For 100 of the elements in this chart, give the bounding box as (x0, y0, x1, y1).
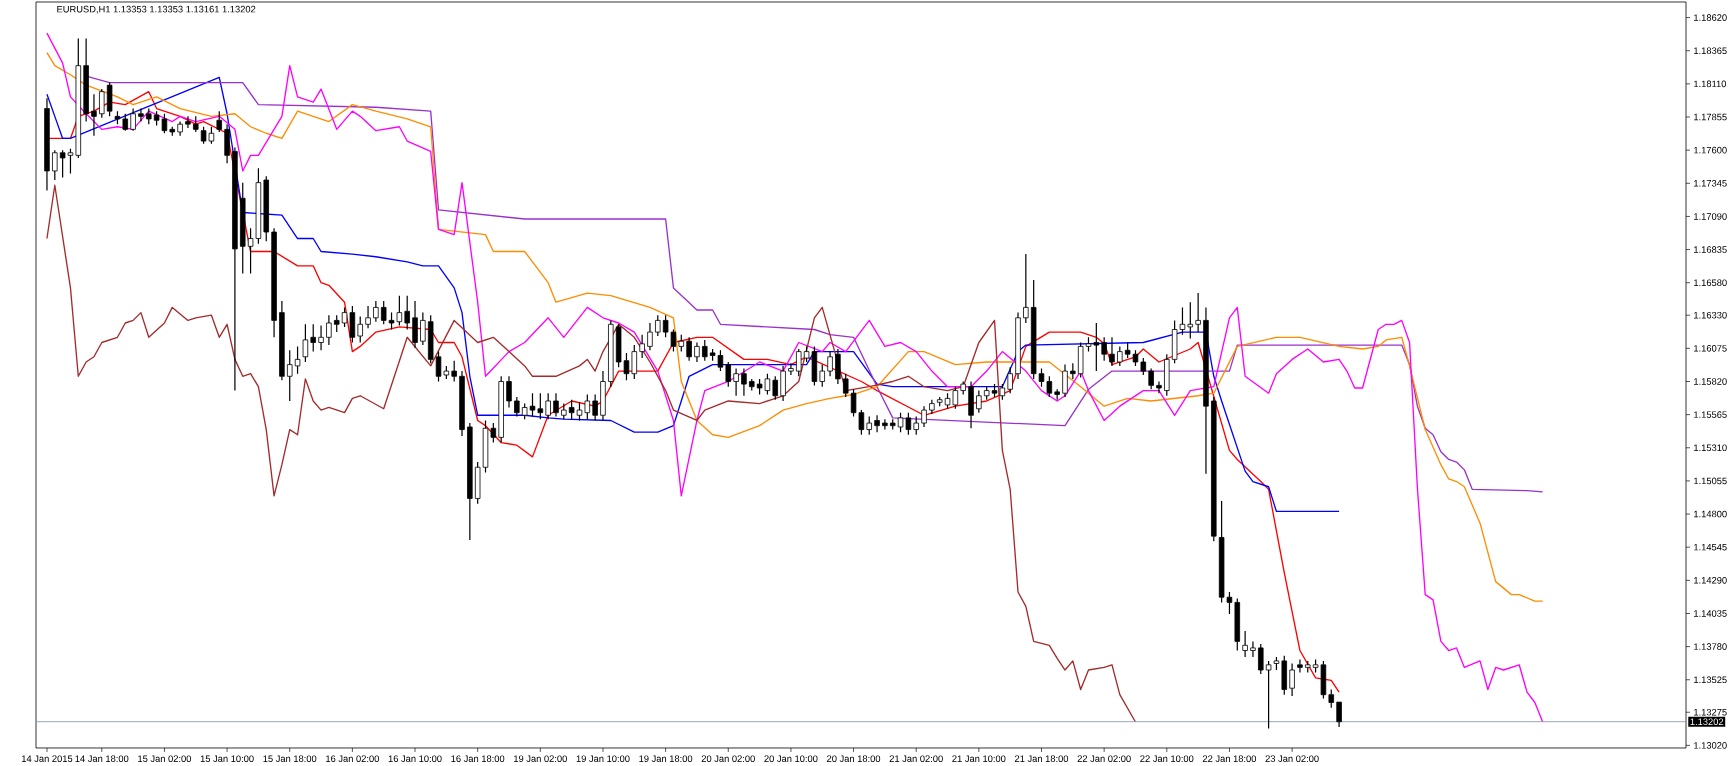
candlestick (1281, 655, 1288, 696)
candlestick (412, 300, 418, 349)
candlestick (1242, 630, 1248, 658)
x-tick-label: 22 Jan 10:00 (1140, 755, 1194, 762)
x-tick-label: 20 Jan 18:00 (827, 755, 881, 762)
x-tick-label: 14 Jan 2015 (21, 755, 73, 762)
y-tick-label: 1.15820 (1694, 378, 1727, 385)
x-tick-label: 21 Jan 10:00 (952, 755, 1006, 762)
candlestick (1117, 345, 1123, 367)
candlestick (224, 123, 230, 164)
candlestick (976, 389, 982, 414)
candlestick (302, 323, 309, 363)
y-tick-label: 1.13020 (1694, 742, 1727, 749)
line-series (46, 32, 1544, 723)
y-tick-label: 1.16330 (1694, 311, 1727, 319)
candlestick (788, 362, 794, 376)
candlestick (420, 312, 426, 346)
ref-line-label: 1.13202 (1690, 718, 1724, 726)
candlestick (921, 405, 927, 428)
candlestick (506, 375, 512, 409)
candlestick (741, 367, 747, 397)
y-tick-label: 1.17345 (1694, 180, 1727, 187)
candlestick (193, 115, 199, 133)
candlestick (271, 227, 277, 338)
y-tick-label: 1.14800 (1694, 510, 1727, 518)
candlestick (1203, 306, 1209, 475)
candlestick (1156, 380, 1162, 394)
x-tick-label: 22 Jan 18:00 (1202, 755, 1257, 762)
candlestick (592, 393, 598, 422)
candlestick (75, 37, 82, 159)
candlestick (1054, 388, 1060, 401)
y-tick-label: 1.17855 (1694, 113, 1727, 121)
candlestick (232, 146, 238, 392)
y-tick-label: 1.13525 (1694, 676, 1727, 684)
candlestick (647, 322, 653, 351)
y-tick-label: 1.16835 (1694, 246, 1727, 253)
candlestick (326, 314, 332, 346)
y-tick-label: 1.15055 (1694, 477, 1727, 485)
candlestick (474, 461, 481, 505)
candlestick (1023, 253, 1029, 324)
candlestick (1328, 688, 1335, 709)
x-tick-label: 16 Jan 10:00 (388, 755, 442, 762)
candlestick (373, 300, 379, 323)
candlestick (427, 314, 434, 364)
candlestick (929, 399, 935, 415)
x-tick-label: 20 Jan 02:00 (701, 755, 755, 762)
candlestick (310, 323, 316, 353)
candlestick (780, 365, 786, 402)
y-tick-label: 1.16075 (1694, 345, 1727, 352)
candlestick (177, 120, 183, 137)
candlestick (1109, 336, 1115, 367)
line-series (46, 184, 1137, 723)
candlestick (130, 107, 136, 130)
candlestick (240, 182, 246, 275)
y-tick-label: 1.14290 (1694, 577, 1727, 584)
candlestick (537, 392, 544, 420)
candlestick (1289, 662, 1295, 697)
candlestick (1297, 659, 1303, 674)
x-tick-label: 14 Jan 18:00 (75, 755, 129, 762)
candlestick (1062, 363, 1068, 398)
candlestick (835, 348, 841, 385)
candlestick (1250, 640, 1256, 658)
x-tick-label: 21 Jan 02:00 (889, 755, 943, 762)
x-tick-label: 19 Jan 18:00 (639, 755, 693, 762)
candlestick (404, 295, 410, 331)
candlestick (1187, 301, 1194, 340)
y-tick-label: 1.14035 (1694, 610, 1727, 617)
x-tick-label: 23 Jan 02:00 (1265, 755, 1319, 762)
x-tick-label: 19 Jan 10:00 (576, 755, 630, 762)
y-tick-label: 1.13780 (1694, 643, 1727, 650)
candlestick (639, 334, 645, 359)
candlestick (1030, 279, 1037, 380)
candlestick (874, 414, 880, 433)
candlestick (1093, 322, 1100, 372)
candlestick (1195, 292, 1201, 333)
candlestick (1336, 701, 1342, 728)
y-tick-label: 1.15565 (1694, 411, 1727, 418)
candlestick (498, 375, 504, 444)
x-tick-label: 22 Jan 02:00 (1077, 755, 1131, 762)
chart-title: EURUSD,H1 1.13353 1.13353 1.13161 1.13202 (57, 5, 256, 14)
x-tick-label: 15 Jan 10:00 (200, 755, 254, 762)
candlestick (968, 380, 974, 429)
candlestick (185, 115, 191, 129)
candlestick (725, 361, 732, 388)
y-tick-label: 1.13275 (1694, 708, 1727, 716)
candlestick (286, 349, 293, 402)
candlestick (467, 422, 473, 541)
candlestick (1015, 312, 1021, 380)
y-tick-label: 1.15310 (1694, 444, 1727, 452)
candlestick (827, 351, 833, 377)
y-tick-label: 1.17600 (1694, 146, 1727, 154)
candlestick (294, 345, 301, 375)
candlestick (1148, 367, 1154, 390)
x-tick-label: 21 Jan 18:00 (1014, 755, 1069, 762)
y-tick-label: 1.18365 (1694, 47, 1727, 55)
x-tick-label: 16 Jan 02:00 (326, 755, 379, 762)
candlestick (686, 336, 692, 362)
candlestick (44, 97, 50, 192)
candlestick (318, 325, 324, 351)
line-series (46, 76, 1340, 513)
